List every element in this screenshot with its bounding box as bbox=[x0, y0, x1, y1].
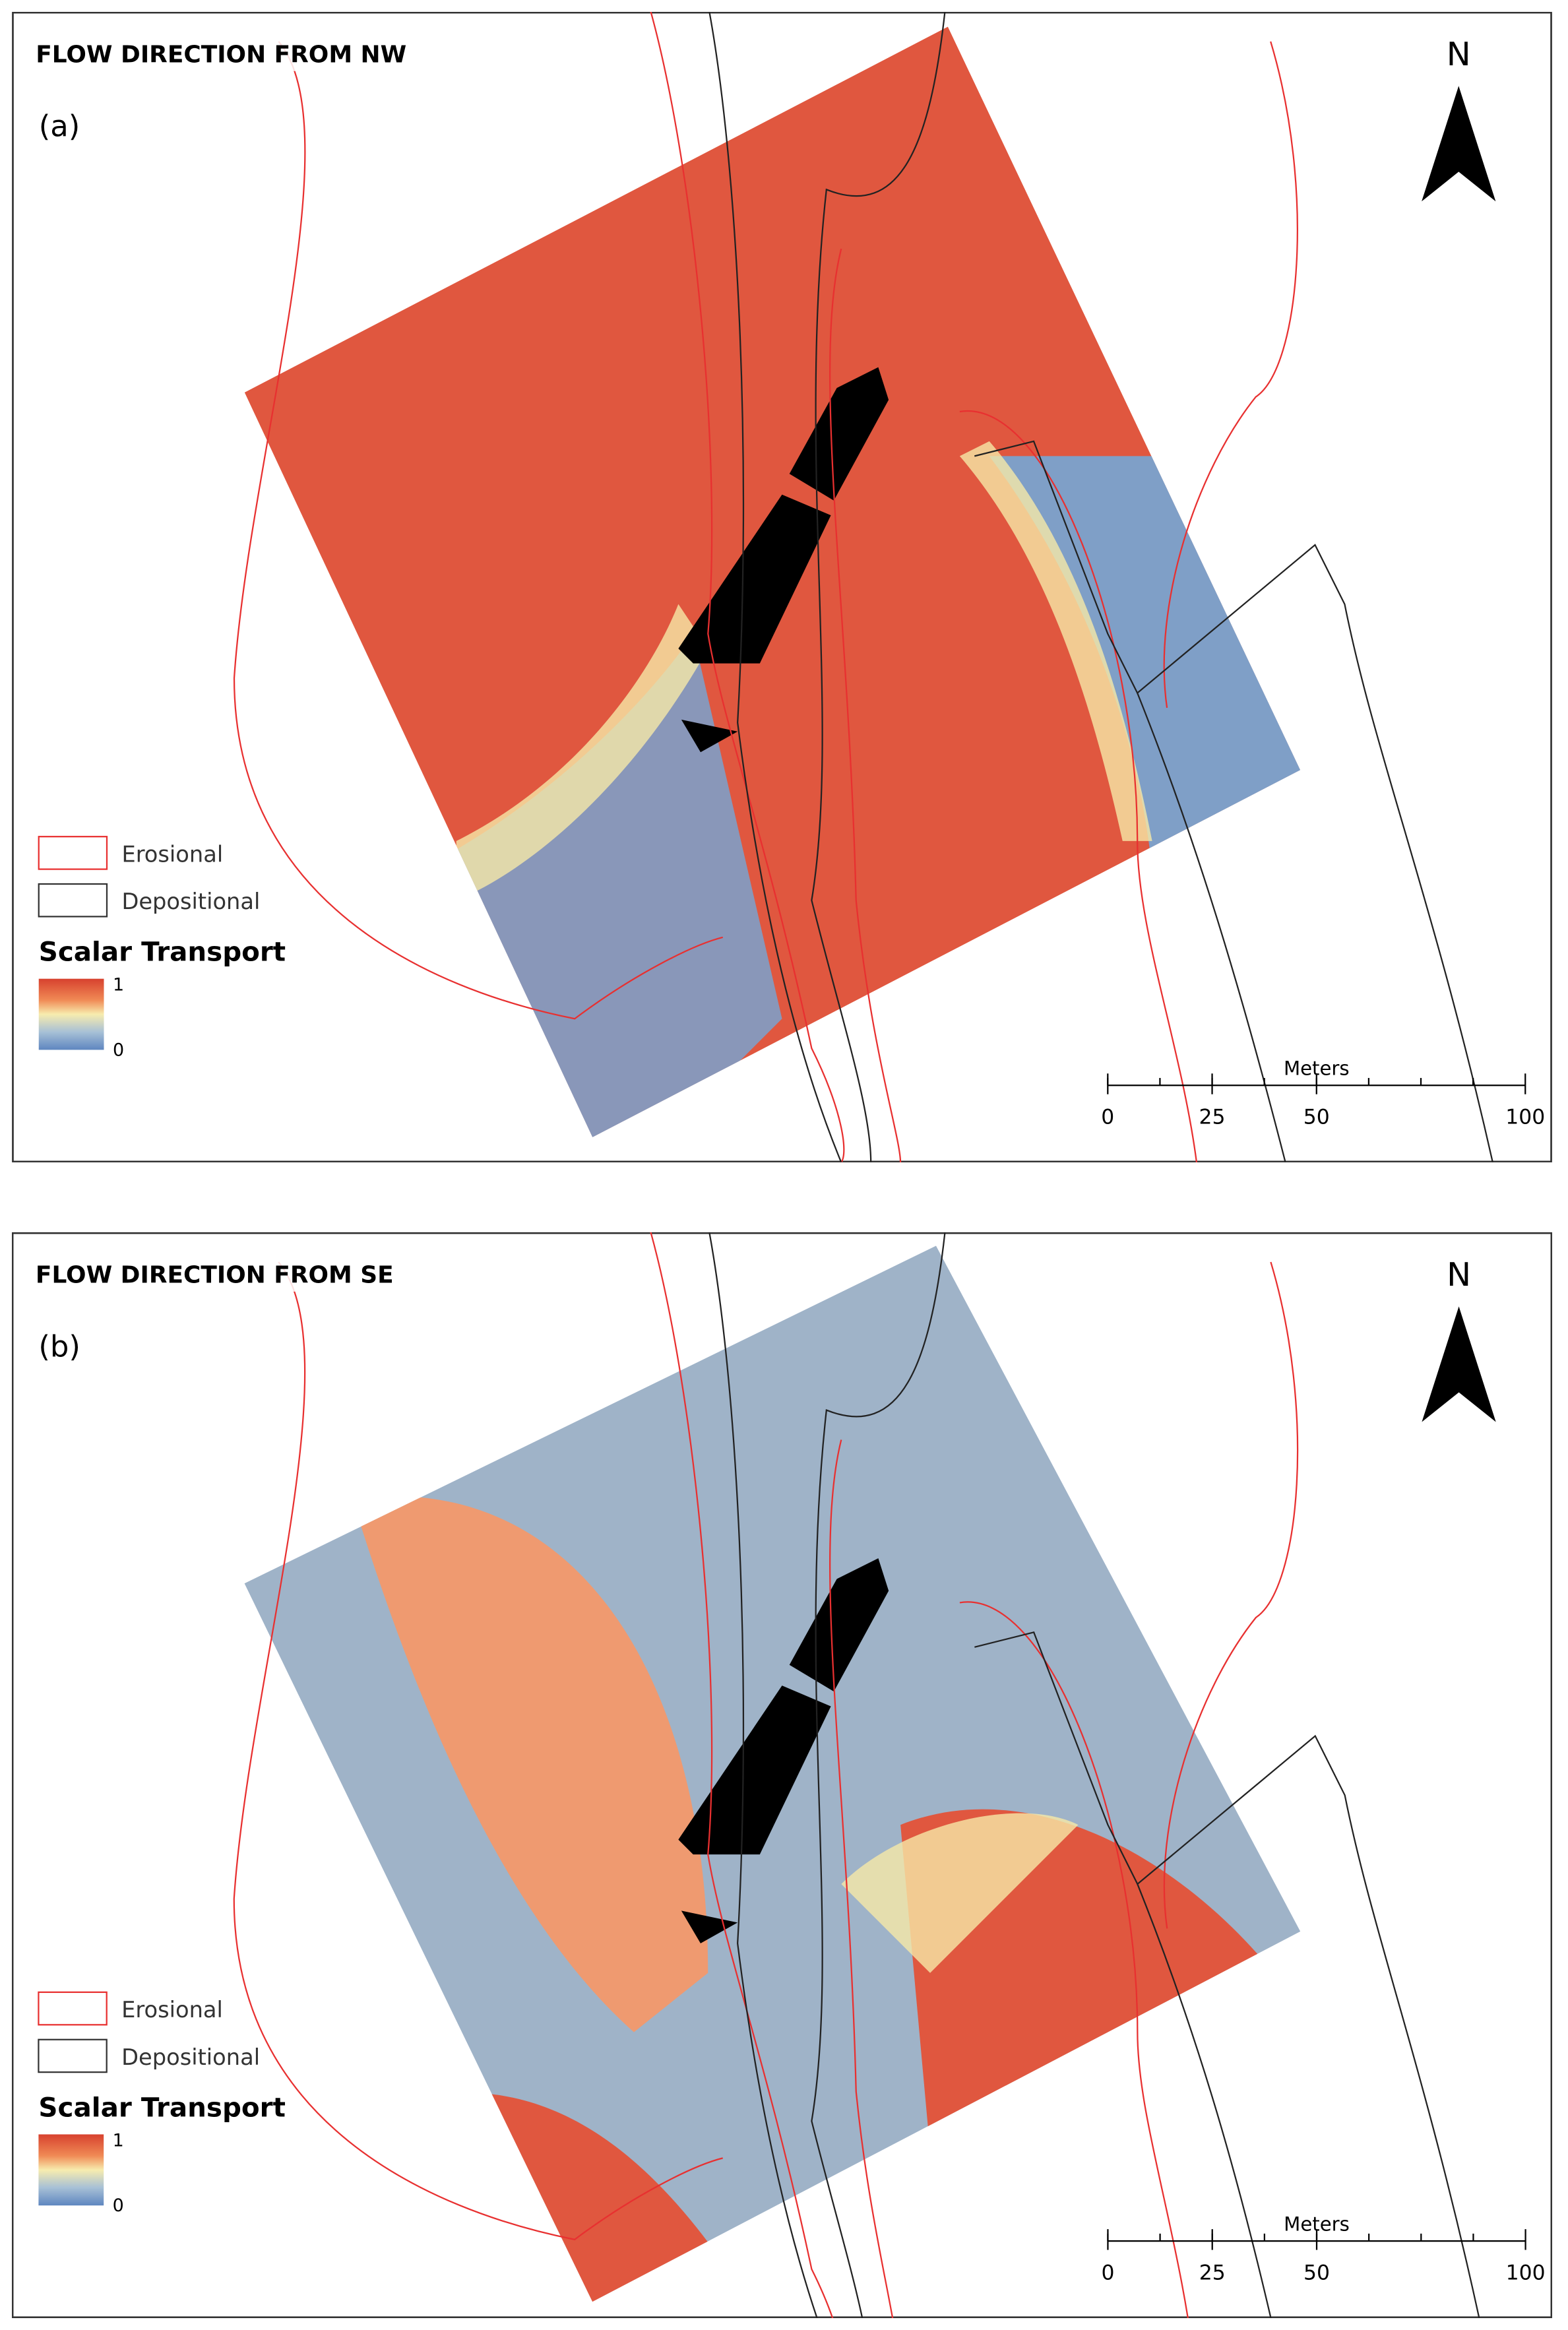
depositional-contour bbox=[811, 1232, 946, 2318]
scale-tick-label: 100 bbox=[1505, 1106, 1545, 1129]
scale-tick-label: 0 bbox=[1101, 1106, 1114, 1129]
erosional-contour bbox=[233, 1261, 723, 2241]
erosional-contour bbox=[1163, 1261, 1299, 1929]
erosional-contour bbox=[650, 1232, 834, 2318]
scale-tick-label: 100 bbox=[1506, 2261, 1546, 2284]
scale-tick-label: 25 bbox=[1199, 2261, 1226, 2284]
transition bbox=[841, 1813, 1079, 1973]
panel-title: FLOW DIRECTION FROM NW bbox=[36, 41, 406, 68]
legend-ramp bbox=[38, 2134, 104, 2206]
erosional-contour bbox=[829, 248, 902, 1162]
erosional-contour bbox=[829, 1439, 894, 2318]
depositional-contour bbox=[1137, 1883, 1272, 2318]
legend-erosional: Erosional bbox=[121, 1997, 223, 2023]
legend-erosional-swatch bbox=[38, 1991, 108, 2026]
depositional-contour bbox=[708, 12, 842, 1162]
legend-erosional: Erosional bbox=[121, 841, 223, 867]
erosional-contour bbox=[233, 41, 723, 1020]
legend-erosional-swatch bbox=[38, 836, 108, 870]
legend-ramp-title: Scalar Transport bbox=[39, 936, 286, 968]
transition bbox=[456, 604, 708, 900]
transition bbox=[959, 441, 1152, 841]
map-panel: FLOW DIRECTION FROM SE (b) N Erosional Depos… bbox=[12, 1232, 1552, 2318]
north-label: N bbox=[1447, 35, 1471, 73]
erosional-contour bbox=[1163, 41, 1298, 708]
panel-title: FLOW DIRECTION FROM SE bbox=[36, 1261, 394, 1288]
north-arrow bbox=[1422, 1306, 1496, 1422]
depositional-contour bbox=[974, 440, 1493, 1162]
legend-depositional: Depositional bbox=[121, 889, 260, 914]
scale-tick-label: 50 bbox=[1303, 1106, 1330, 1129]
high-zone bbox=[352, 1496, 708, 2032]
legend-ramp-max: 1 bbox=[113, 2130, 124, 2151]
legend-depositional: Depositional bbox=[121, 2044, 260, 2070]
depositional-contour bbox=[708, 1232, 818, 2318]
north-arrow bbox=[1422, 86, 1496, 202]
low-zone bbox=[244, 633, 782, 1137]
erosional-contour bbox=[650, 12, 845, 1162]
erosional-contour bbox=[959, 1601, 1189, 2318]
legend-ramp-title: Scalar Transport bbox=[38, 2092, 286, 2124]
vessel bbox=[678, 1558, 889, 1943]
title-bg bbox=[30, 35, 460, 71]
legend-depositional-swatch bbox=[38, 2038, 108, 2073]
panel-label: (a) bbox=[39, 109, 80, 144]
title-bg bbox=[29, 1256, 460, 1292]
map-panel: FLOW DIRECTION FROM NW (a) N Erosional Depos… bbox=[12, 12, 1552, 1162]
legend-ramp bbox=[38, 978, 104, 1050]
scale-tick-label: 25 bbox=[1199, 1106, 1226, 1129]
depositional-contour bbox=[811, 12, 946, 1162]
depositional-contour bbox=[1137, 693, 1286, 1162]
vessel bbox=[678, 367, 889, 753]
legend-depositional-swatch bbox=[38, 883, 108, 918]
low-zone bbox=[989, 456, 1301, 871]
legend-ramp-max: 1 bbox=[113, 975, 124, 995]
erosional-contour bbox=[959, 410, 1198, 1162]
panel-label: (b) bbox=[38, 1329, 80, 1364]
north-label: N bbox=[1447, 1255, 1471, 1294]
scale-tick-label: 50 bbox=[1303, 2261, 1330, 2284]
legend-ramp-min: 0 bbox=[113, 2195, 124, 2216]
scale-tick-label: 0 bbox=[1101, 2261, 1114, 2284]
legend-ramp-min: 0 bbox=[113, 1040, 124, 1060]
